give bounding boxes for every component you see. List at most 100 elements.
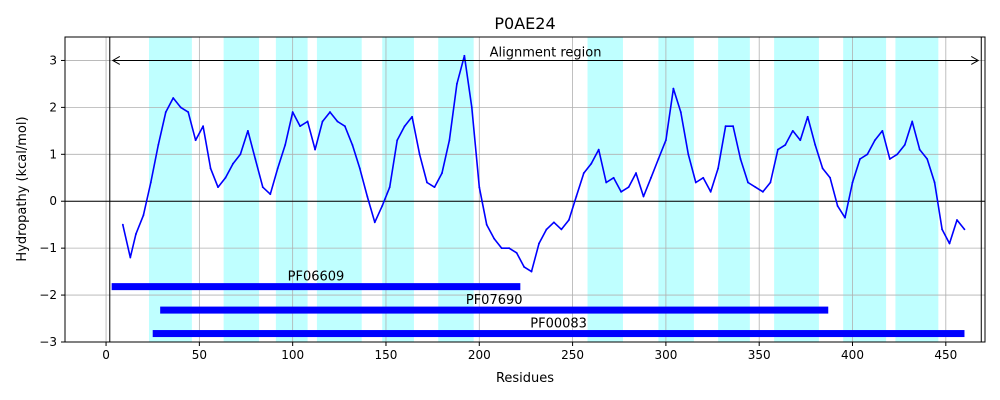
hydropathy-point [381,205,384,207]
hydropathy-point [762,190,764,193]
hydropathy-point [530,270,533,273]
hydropathy-point [672,87,675,90]
hydropathy-point [493,237,496,240]
domain-bar-pf00083 [152,330,965,338]
hydropathy-point [724,125,727,128]
alignment-arrow-right-head [971,56,980,65]
hydropathy-point [232,162,234,165]
hydropathy-point [478,186,481,189]
alignment-region-label: Alignment region [490,45,602,60]
x-tick-label: 300 [654,348,677,362]
hydropathy-point [164,111,167,113]
hydropathy-series-line [122,54,966,273]
y-axis-label: Hydropathy (kcal/mol) [15,116,30,261]
hydropathy-point [508,247,511,250]
hydropathy-point [209,167,212,170]
hydropathy-point [933,181,936,184]
hydropathy-point [269,193,272,196]
hydropathy-point [620,190,623,193]
y-tick-label: −2 [39,288,57,302]
tm-segment-band [718,37,750,342]
hydropathy-point [129,256,132,259]
hydropathy-point [396,139,399,142]
hydropathy-point [560,228,563,231]
hydropathy-point [844,216,846,219]
hydropathy-point [336,120,339,123]
hydropathy-point [567,219,570,221]
hydropathy-point [806,115,809,118]
hydropathy-point [411,115,413,118]
hydropathy-point [732,125,734,128]
tm-segment-band [774,37,819,342]
x-tick-label: 200 [468,348,491,362]
tm-segment-band [223,37,260,342]
hydropathy-point [881,129,884,132]
hydropathy-point [702,176,705,179]
x-tick-label: 400 [841,348,864,362]
hydropathy-point [851,181,854,184]
hydropathy-point [694,181,697,184]
hydropathy-point [956,219,958,221]
hydropathy-point [351,144,354,146]
hydropathy-point [829,176,832,179]
hydropathy-point [276,167,279,170]
y-tick-label: 3 [49,53,57,67]
hydropathy-point [866,153,869,156]
hydropathy-point [366,195,369,198]
hydropathy-point [687,153,690,156]
hydropathy-point [224,176,227,179]
hydropathy-point [418,153,421,156]
domain-label-pf07690: PF07690 [466,293,523,308]
hydropathy-point [836,205,839,207]
hydropathy-point [373,221,376,224]
hydropathy-point [754,186,757,189]
hydropathy-point [627,186,630,189]
hydropathy-point [448,139,451,142]
hydropathy-point [582,172,585,174]
hydropathy-point [538,242,540,245]
hydropathy-point [172,97,175,99]
hydropathy-point [873,139,876,142]
hydropathy-point [717,167,720,170]
hydropathy-point [709,190,712,193]
chart-title: P0AE24 [494,14,555,33]
y-tick-label: −3 [39,335,57,349]
hydropathy-point [284,144,287,146]
hydropathy-point [149,181,152,184]
hydropathy-point [664,139,667,142]
y-tick-label: 2 [49,100,57,114]
x-tick-label: 450 [934,348,957,362]
y-tick-label: 0 [49,194,57,208]
hydropathy-point [575,195,578,198]
hydropathy-point [590,162,593,165]
hydropathy-point [455,83,458,85]
hydropathy-point [157,144,160,146]
hydropathy-point [470,106,473,109]
hydropathy-point [545,228,548,231]
hydropathy-point [642,195,645,198]
domain-label-pf00083: PF00083 [530,317,587,332]
hydropathy-point [463,54,466,57]
hydropathy-point [597,148,600,151]
y-tick-label: −1 [39,241,57,255]
hydropathy-point [485,223,488,226]
hydropathy-point [650,176,652,179]
hydropathy-point [239,153,242,156]
hydropathy-point [948,242,951,245]
hydropathy-point [179,106,182,109]
hydropathy-point [217,186,219,189]
tm-segment-band [587,37,623,342]
hydropathy-point [261,186,264,189]
domain-bar-pf07690 [160,306,829,314]
x-tick-label: 350 [748,348,771,362]
hydropathy-point [194,139,197,142]
hydropathy-point [926,158,929,160]
x-tick-label: 100 [281,348,304,362]
hydropathy-point [657,158,660,160]
hydropathy-point [314,148,316,151]
tm-segment-band [275,37,308,342]
hydropathy-point [888,158,891,160]
tm-segment-band [316,37,362,342]
hydropathy-point [941,228,943,231]
